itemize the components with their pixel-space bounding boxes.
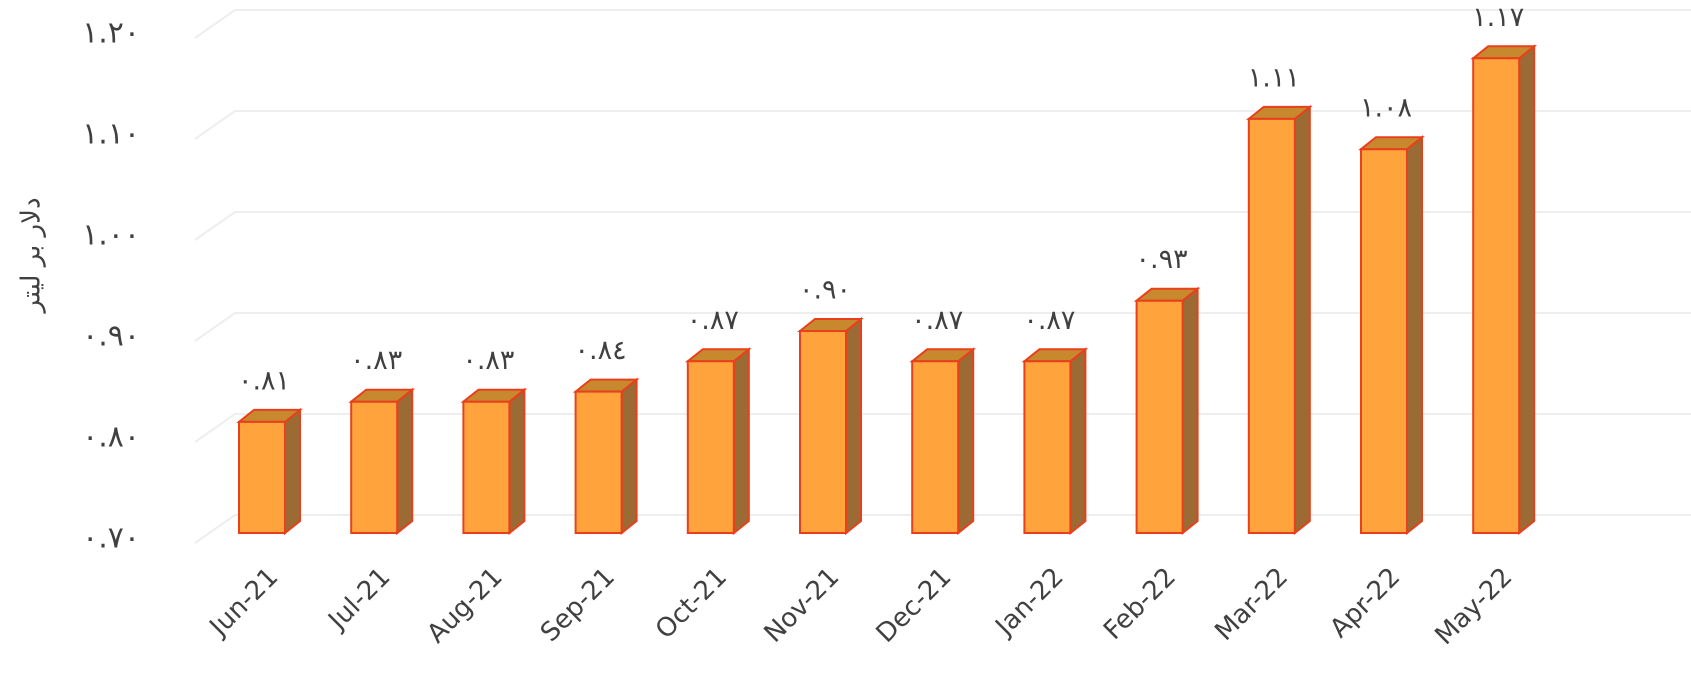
x-tick-label: Oct-21 [650, 562, 733, 645]
bar-front [1247, 117, 1296, 534]
bar [1470, 44, 1538, 536]
data-label: ٠.٨٣ [350, 345, 402, 376]
bar-side [1293, 104, 1311, 536]
bar-front [238, 420, 286, 534]
bar [1245, 104, 1313, 536]
data-label: ٠.٨٧ [687, 305, 739, 336]
y-tick-label: ٠.٧٠ [82, 521, 140, 556]
data-label: ١.٠٨ [1360, 93, 1412, 124]
grid-line [194, 211, 1691, 241]
bar-side [1406, 135, 1423, 536]
y-tick-label: ٠.٨٠ [82, 420, 140, 455]
bar [572, 377, 640, 536]
bar-front [1472, 57, 1521, 534]
bar [909, 347, 977, 536]
y-tick-label: ١.١٠ [82, 117, 140, 152]
x-tick-label: May-22 [1430, 562, 1519, 651]
bar-front [799, 330, 847, 534]
bar-front [1023, 360, 1072, 534]
data-label: ٠.٨٣ [462, 345, 514, 376]
data-label: ٠.٨١ [238, 365, 290, 396]
bar [236, 407, 303, 536]
data-label: ٠.٨٤ [575, 335, 627, 366]
bar-front [1135, 299, 1184, 534]
y-tick-label: ١.٢٠ [82, 16, 140, 51]
bar-side [396, 387, 414, 536]
bar [460, 387, 528, 536]
bar-front [1360, 148, 1408, 534]
bar [1133, 286, 1201, 536]
bar-side [508, 387, 526, 536]
bar-front [350, 400, 399, 534]
bar-side [1069, 347, 1087, 536]
data-label: ٠.٩٣ [1136, 244, 1188, 275]
x-tick-label: Nov-21 [759, 562, 846, 649]
data-label: ١.١١ [1248, 62, 1300, 93]
bar-front [911, 360, 960, 534]
x-tick-label: Feb-22 [1098, 562, 1182, 646]
grid-line [194, 312, 1691, 342]
y-tick-label: ١.٠٠ [82, 218, 140, 253]
bar [348, 387, 416, 536]
bar-front [574, 390, 623, 534]
y-axis-label: دلار بر لیتر [17, 197, 47, 314]
data-label: ١.١٧ [1472, 2, 1524, 33]
bar [1358, 135, 1425, 536]
bar [1021, 347, 1089, 536]
x-tick-label: Aug-21 [422, 562, 509, 649]
bar [684, 347, 752, 536]
x-tick-label: Jul-21 [322, 562, 397, 637]
grid-line [194, 110, 1691, 140]
bar-side [620, 377, 638, 536]
x-tick-label: Mar-22 [1209, 562, 1294, 647]
bar-side [1181, 286, 1199, 536]
bar-side [284, 407, 301, 536]
bar-side [845, 316, 862, 536]
y-tick-label: ٠.٩٠ [82, 319, 140, 354]
x-tick-label: Sep-21 [535, 562, 621, 648]
bar-front [686, 360, 735, 534]
bar-side [732, 347, 750, 536]
grid-line [194, 413, 1691, 443]
bar [797, 316, 864, 536]
grid-line [194, 9, 1691, 39]
x-tick-label: Apr-22 [1324, 562, 1406, 644]
data-label: ٠.٨٧ [1023, 305, 1075, 336]
data-label: ٠.٩٠ [799, 275, 851, 306]
bar-side [957, 347, 975, 536]
grid-line [194, 514, 1691, 544]
bar-front [462, 400, 511, 534]
bar-side [1518, 44, 1536, 536]
x-tick-label: Dec-21 [871, 562, 958, 649]
data-label: ٠.٨٧ [911, 305, 963, 336]
x-tick-label: Jun-21 [203, 562, 284, 643]
x-tick-label: Jan-22 [989, 562, 1070, 643]
